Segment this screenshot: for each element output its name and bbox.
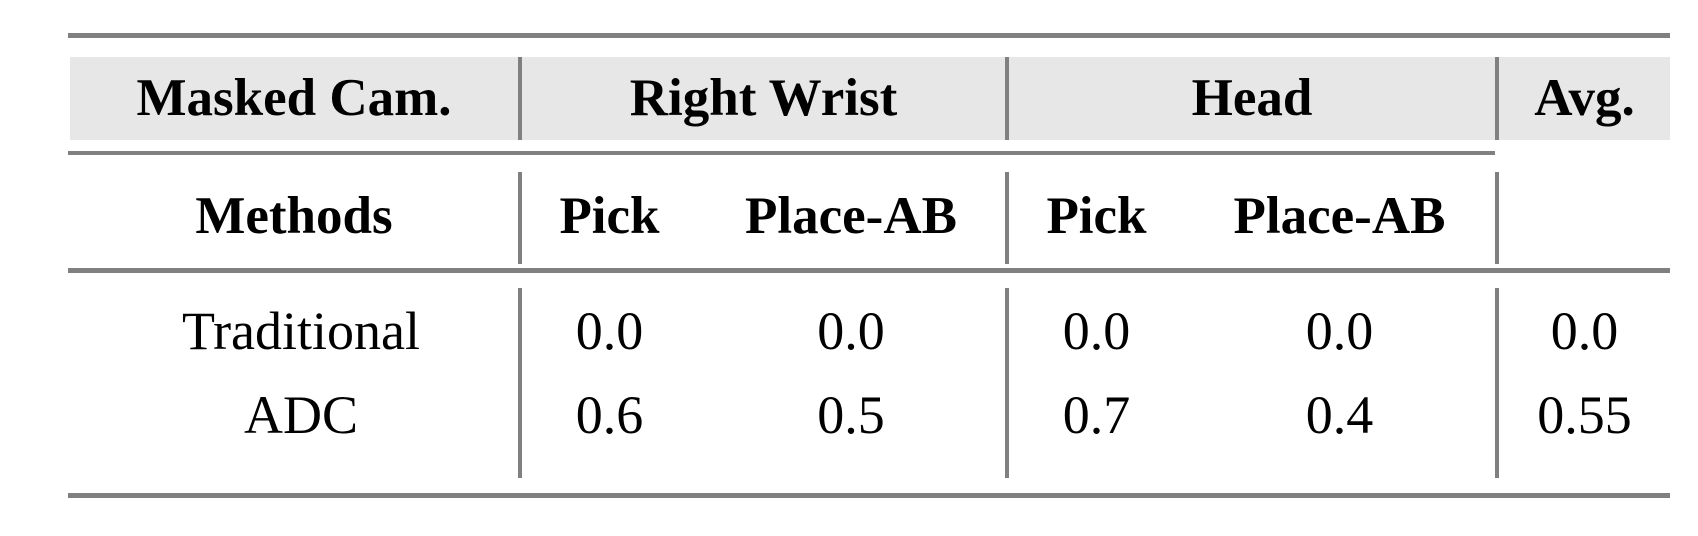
cell-adc-right-wrist-pick: 0.6: [575, 385, 644, 445]
cell-adc-avg: 0.55: [1537, 385, 1632, 445]
sub-header-methods: Methods: [195, 186, 393, 245]
sub-header-right-wrist-pick: Pick: [559, 186, 660, 245]
cell-adc-head-place-ab: 0.4: [1305, 385, 1374, 445]
group-header-right-wrist: Right Wrist: [629, 69, 898, 127]
sub-header-head-place-ab: Place-AB: [1233, 186, 1446, 245]
column-divider-1-header: [518, 57, 522, 140]
cell-adc-right-wrist-place-ab: 0.5: [817, 385, 885, 445]
table-bottom-rule: [68, 493, 1670, 498]
group-header-avg: Avg.: [1534, 69, 1635, 127]
column-divider-1-body: [518, 288, 522, 478]
column-divider-3-header: [1495, 57, 1499, 140]
cell-traditional-right-wrist-pick: 0.0: [575, 301, 644, 361]
table-header-midrule: [68, 151, 1495, 155]
table-row-method-traditional: Traditional: [181, 301, 421, 361]
column-divider-2-subheader: [1005, 172, 1009, 264]
table-top-rule: [68, 33, 1670, 38]
table-row-method-adc: ADC: [243, 385, 358, 445]
group-header-masked-cam: Masked Cam.: [136, 69, 452, 127]
table-header-bottom-rule: [68, 268, 1670, 273]
column-divider-2-body: [1005, 288, 1009, 478]
sub-header-head-pick: Pick: [1046, 186, 1147, 245]
cell-traditional-head-place-ab: 0.0: [1305, 301, 1374, 361]
cell-adc-head-pick: 0.7: [1062, 385, 1131, 445]
column-divider-3-subheader: [1495, 172, 1499, 264]
cell-traditional-avg: 0.0: [1550, 301, 1619, 361]
cell-traditional-right-wrist-place-ab: 0.0: [817, 301, 885, 361]
column-divider-2-header: [1005, 57, 1009, 140]
cell-traditional-head-pick: 0.0: [1062, 301, 1131, 361]
column-divider-1-subheader: [518, 172, 522, 264]
group-header-head: Head: [1191, 69, 1313, 127]
header-shading-band: [70, 57, 1670, 140]
column-divider-3-body: [1495, 288, 1499, 478]
sub-header-right-wrist-place-ab: Place-AB: [745, 186, 957, 245]
